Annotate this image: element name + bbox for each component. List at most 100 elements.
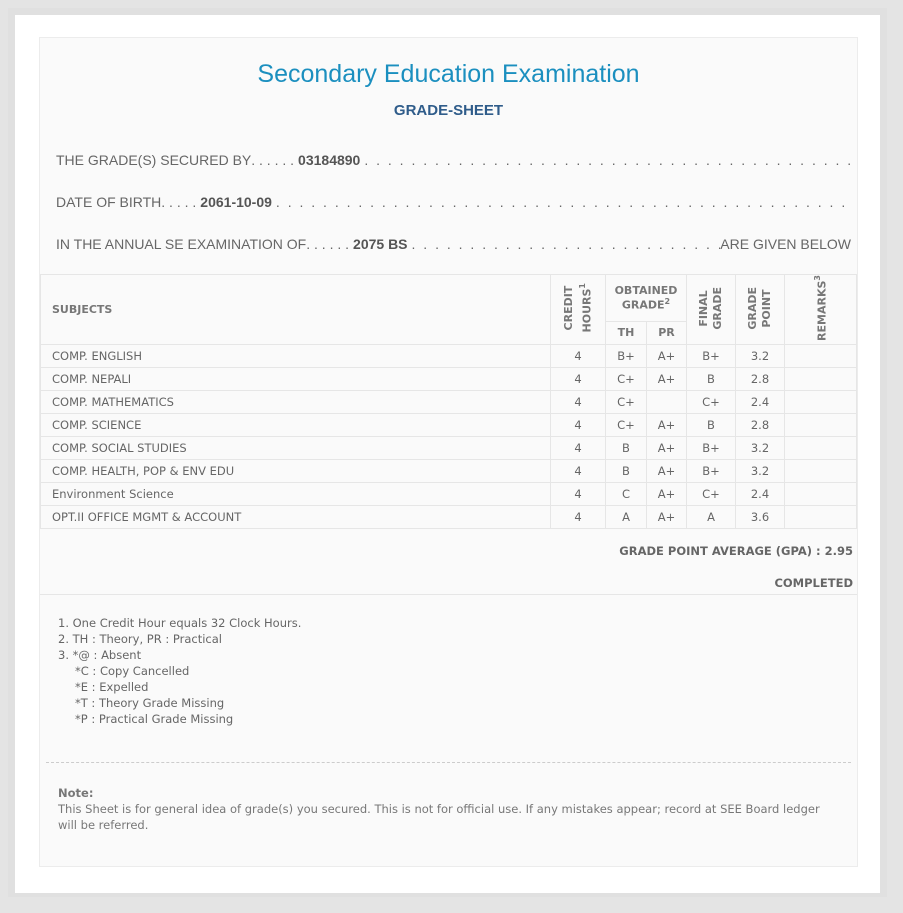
page-subtitle: GRADE-SHEET [393,102,504,119]
subject-cell: COMP. NEPALI [40,366,551,391]
remarks-cell [784,389,857,414]
pr-grade-cell: A+ [646,504,687,529]
col-credit-hours: CREDIT HOURS1 [550,274,606,345]
table-row: COMP. HEALTH, POP & ENV EDU 4 B A+ B+ 3.2 [40,458,857,483]
remarks-cell [784,458,857,483]
credit-hours-cell: 4 [550,343,606,368]
exam-year: 2075 BS [353,236,408,252]
dashed-divider [46,762,851,763]
pr-grade-cell: A+ [646,366,687,391]
remarks-cell [784,435,857,460]
th-grade-cell: C+ [605,366,647,391]
subject-cell: COMP. SOCIAL STUDIES [40,435,551,460]
credit-hours-cell: 4 [550,389,606,414]
dob-value: 2061-10-09 [200,194,272,210]
pr-grade-cell: A+ [646,412,687,437]
table-row: OPT.II OFFICE MGMT & ACCOUNT 4 A A+ A 3.6 [40,504,857,529]
final-grade-cell: A [686,504,736,529]
subject-cell: OPT.II OFFICE MGMT & ACCOUNT [40,504,551,529]
col-pr: PR [646,320,687,345]
given-below-label: ARE GIVEN BELOW [720,236,851,252]
credit-hours-cell: 4 [550,481,606,506]
table-row: COMP. NEPALI 4 C+ A+ B 2.8 [40,366,857,391]
table-row: COMP. SCIENCE 4 C+ A+ B 2.8 [40,412,857,437]
final-grade-cell: B+ [686,458,736,483]
subject-cell: COMP. MATHEMATICS [40,389,551,414]
remarks-cell [784,366,857,391]
final-grade-cell: C+ [686,481,736,506]
footnote: *E : Expelled [75,680,149,694]
grades-table: SUBJECTS CREDIT HOURS1 OBTAINED GRADE2 FIN… [40,274,857,529]
subject-cell: Environment Science [40,481,551,506]
footnote: 2. TH : Theory, PR : Practical [58,632,222,646]
col-grade-point: GRADE POINT [735,274,785,345]
table-row: COMP. SOCIAL STUDIES 4 B A+ B+ 3.2 [40,435,857,460]
credit-hours-cell: 4 [550,366,606,391]
col-th: TH [605,320,647,345]
grade-point-cell: 2.4 [735,389,785,414]
grade-point-cell: 2.8 [735,412,785,437]
subject-cell: COMP. HEALTH, POP & ENV EDU [40,458,551,483]
credit-hours-cell: 4 [550,412,606,437]
th-grade-cell: B+ [605,343,647,368]
grade-point-cell: 2.4 [735,481,785,506]
remarks-cell [784,343,857,368]
secured-by-label: THE GRADE(S) SECURED BY [56,152,252,168]
col-obtained-grade: OBTAINED GRADE2 [605,274,687,322]
disclaimer: Note: This Sheet is for general idea of … [58,785,837,833]
page-title: Secondary Education Examination [257,60,640,88]
pr-grade-cell: A+ [646,481,687,506]
col-subjects: SUBJECTS [40,274,551,345]
final-grade-cell: B [686,366,736,391]
exam-line: IN THE ANNUAL SE EXAMINATION OF . . . . … [56,236,851,252]
pr-grade-cell: A+ [646,343,687,368]
grade-point-cell: 3.2 [735,343,785,368]
pr-grade-cell: A+ [646,458,687,483]
grade-point-cell: 3.2 [735,435,785,460]
secured-by-line: THE GRADE(S) SECURED BY . . . . . . 0318… [56,152,851,168]
final-grade-cell: B [686,412,736,437]
footnote: *P : Practical Grade Missing [75,712,234,726]
note-text: This Sheet is for general idea of grade(… [58,802,820,832]
th-grade-cell: C+ [605,389,647,414]
grade-point-cell: 3.6 [735,504,785,529]
col-remarks: REMARKS3 [784,274,857,345]
footnote: 3. *@ : Absent [58,648,142,662]
pr-grade-cell [646,389,687,414]
col-final-grade: FINAL GRADE [686,274,736,345]
credit-hours-cell: 4 [550,435,606,460]
remarks-cell [784,412,857,437]
grade-point-cell: 3.2 [735,458,785,483]
final-grade-cell: C+ [686,389,736,414]
th-grade-cell: C+ [605,412,647,437]
credit-hours-cell: 4 [550,458,606,483]
th-grade-cell: C [605,481,647,506]
symbol-number: 03184890 [298,152,361,168]
pr-grade-cell: A+ [646,435,687,460]
dob-line: DATE OF BIRTH . . . . . 2061-10-09 . . .… [56,194,851,210]
gpa: GRADE POINT AVERAGE (GPA) : 2.95 [619,544,853,558]
table-row: COMP. MATHEMATICS 4 C+ C+ 2.4 [40,389,857,414]
final-grade-cell: B+ [686,343,736,368]
grade-point-cell: 2.8 [735,366,785,391]
result-status: COMPLETED [774,576,853,590]
footnote: *T : Theory Grade Missing [75,696,225,710]
divider [40,594,857,595]
th-grade-cell: A [605,504,647,529]
subject-cell: COMP. SCIENCE [40,412,551,437]
note-title: Note: [58,786,94,800]
footnote: *C : Copy Cancelled [75,664,190,678]
exam-label: IN THE ANNUAL SE EXAMINATION OF [56,236,307,252]
th-grade-cell: B [605,435,647,460]
subject-cell: COMP. ENGLISH [40,343,551,368]
footnote: 1. One Credit Hour equals 32 Clock Hours… [58,616,302,630]
final-grade-cell: B+ [686,435,736,460]
footnotes: 1. One Credit Hour equals 32 Clock Hours… [58,615,301,727]
remarks-cell [784,504,857,529]
dob-label: DATE OF BIRTH [56,194,162,210]
th-grade-cell: B [605,458,647,483]
remarks-cell [784,481,857,506]
grade-sheet: Secondary Education Examination GRADE-SH… [39,37,858,867]
table-row: Environment Science 4 C A+ C+ 2.4 [40,481,857,506]
table-row: COMP. ENGLISH 4 B+ A+ B+ 3.2 [40,343,857,368]
